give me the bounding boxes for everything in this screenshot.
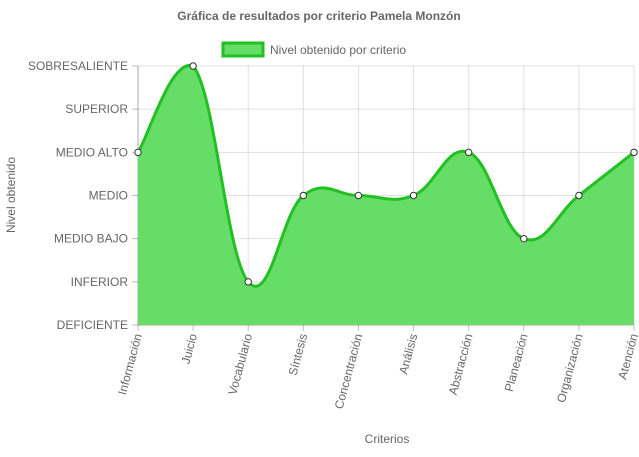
data-point[interactable]: Atención: MEDIO ALTO bbox=[630, 148, 638, 157]
data-point[interactable]: Análisis: MEDIO bbox=[409, 191, 418, 200]
data-point[interactable]: Juicio: SOBRESALIENTE bbox=[189, 62, 197, 70]
x-tick-label: Planeación bbox=[502, 332, 531, 393]
x-tick-label: Análisis bbox=[396, 332, 420, 376]
x-tick-label: Información bbox=[115, 332, 145, 396]
data-points: Información: MEDIO ALTO Juicio: SOBRESALI… bbox=[134, 62, 638, 286]
chart-title: Gráfica de resultados por criterio Pamel… bbox=[177, 9, 460, 23]
y-tick-label: MEDIO ALTO bbox=[56, 145, 128, 159]
data-point[interactable]: Síntesis: MEDIO bbox=[299, 191, 308, 200]
series-fill bbox=[138, 65, 634, 325]
legend[interactable]: Nivel obtenido por criterio bbox=[221, 41, 406, 58]
y-tick-label: DEFICIENTE bbox=[57, 318, 128, 332]
x-tick-label: Abstracción bbox=[446, 332, 476, 396]
x-tick-label: Atención bbox=[615, 332, 639, 381]
x-tick-label: Concentración bbox=[332, 332, 366, 410]
y-tick-label: SUPERIOR bbox=[65, 102, 128, 116]
x-tick-label: Vocabulario bbox=[225, 332, 255, 397]
y-tick-label: INFERIOR bbox=[71, 275, 129, 289]
x-tick-label: Síntesis bbox=[286, 332, 311, 377]
y-axis-title: Nivel obtenido bbox=[4, 157, 18, 233]
x-axis-title: Criterios bbox=[365, 432, 410, 446]
x-tick-label: Juicio bbox=[179, 332, 201, 366]
data-point[interactable]: Información: MEDIO ALTO bbox=[134, 148, 142, 157]
data-point[interactable]: Planeación: MEDIO BAJO bbox=[520, 234, 528, 243]
x-axis-ticks: Información Juicio Vocabulario Síntesis Conc… bbox=[115, 332, 639, 411]
y-axis-ticks: DEFICIENTE INFERIOR MEDIO BAJO MEDIO MEDIO A… bbox=[28, 59, 128, 332]
data-point[interactable]: Concentración: MEDIO bbox=[354, 191, 363, 200]
y-tick-label: MEDIO bbox=[89, 189, 128, 203]
y-tick-label: SOBRESALIENTE bbox=[28, 59, 128, 73]
data-point[interactable]: Vocabulario: INFERIOR bbox=[244, 278, 252, 286]
y-tick-label: MEDIO BAJO bbox=[54, 232, 128, 246]
data-point[interactable]: Organización: MEDIO bbox=[575, 191, 583, 200]
x-tick-label: Organización bbox=[554, 332, 586, 404]
legend-swatch bbox=[221, 41, 265, 58]
legend-label: Nivel obtenido por criterio bbox=[270, 43, 406, 57]
data-point[interactable]: Abstracción: MEDIO ALTO bbox=[464, 148, 473, 157]
